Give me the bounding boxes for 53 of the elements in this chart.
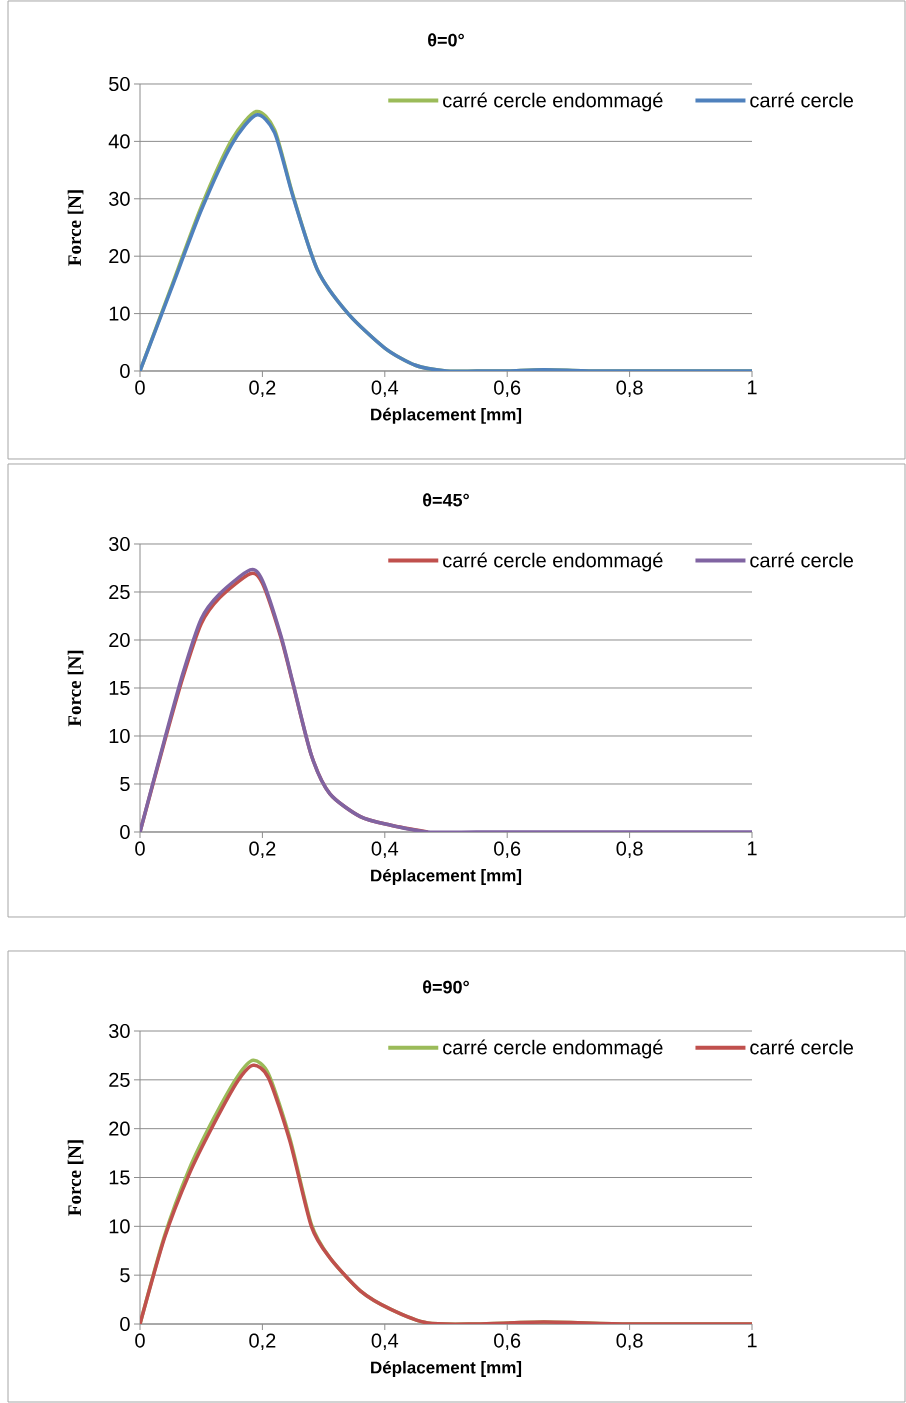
x-axis-title: Déplacement [mm] [371, 407, 522, 424]
y-tick-label: 20 [109, 1121, 130, 1136]
chart-title: θ=90° [423, 980, 469, 994]
legend-label: carré cercle endommagé [443, 92, 663, 112]
y-tick-label: 10 [109, 1219, 130, 1234]
x-axis-title: Déplacement [mm] [371, 868, 522, 885]
x-tick-label: 0 [135, 841, 145, 856]
y-axis-title: Force [N] [67, 1140, 84, 1216]
y-tick-label: 0 [120, 1316, 130, 1332]
y-tick-label: 25 [109, 1072, 130, 1087]
x-tick-label: 0,2 [249, 380, 276, 398]
x-tick-label: 0,6 [494, 1333, 521, 1351]
y-tick-label: 15 [109, 1170, 130, 1185]
x-tick-label: 0,2 [249, 841, 276, 859]
legend-label: carré cercle [750, 92, 854, 108]
x-tick-label: 0 [135, 1333, 145, 1348]
y-tick-label: 0 [120, 824, 130, 840]
y-tick-label: 20 [109, 632, 130, 648]
x-tick-label: 1 [747, 380, 757, 395]
y-tick-label: 0 [120, 363, 130, 379]
x-axis-title: Déplacement [mm] [371, 1360, 522, 1377]
y-axis-title: Force [N] [67, 190, 84, 266]
x-tick-label: 1 [747, 841, 757, 856]
x-tick-label: 0,4 [371, 380, 399, 398]
y-tick-label: 40 [108, 134, 130, 149]
chart-title: θ=45° [423, 493, 469, 507]
y-axis-title: Force [N] [67, 650, 84, 727]
x-tick-label: 0,2 [249, 1333, 276, 1351]
y-tick-label: 30 [109, 1023, 130, 1039]
x-tick-label: 0,8 [616, 841, 643, 859]
legend-label: carré cercle endommagé [443, 1039, 663, 1059]
y-tick-label: 5 [120, 777, 130, 791]
y-tick-label: 10 [109, 728, 130, 744]
y-tick-label: 10 [109, 306, 130, 321]
x-tick-label: 0,8 [616, 1333, 643, 1351]
y-tick-label: 20 [109, 249, 130, 264]
x-tick-label: 0,4 [371, 1333, 399, 1351]
legend-label: carré cercle endommagé [443, 552, 663, 572]
x-tick-label: 1 [747, 1333, 757, 1348]
legend-label: carré cercle [750, 1039, 854, 1055]
y-tick-label: 15 [109, 681, 130, 695]
legend-label: carré cercle [750, 552, 854, 568]
x-tick-label: 0,8 [616, 380, 643, 398]
y-tick-label: 30 [109, 191, 130, 206]
y-tick-label: 5 [120, 1268, 130, 1283]
chart-title: θ=0° [428, 33, 464, 47]
x-tick-label: 0 [135, 380, 145, 395]
x-tick-label: 0,4 [371, 841, 399, 859]
y-tick-label: 25 [109, 584, 130, 600]
y-tick-label: 50 [109, 76, 130, 92]
y-tick-label: 30 [109, 536, 130, 552]
x-tick-label: 0,6 [494, 380, 521, 398]
x-tick-label: 0,6 [494, 841, 521, 859]
